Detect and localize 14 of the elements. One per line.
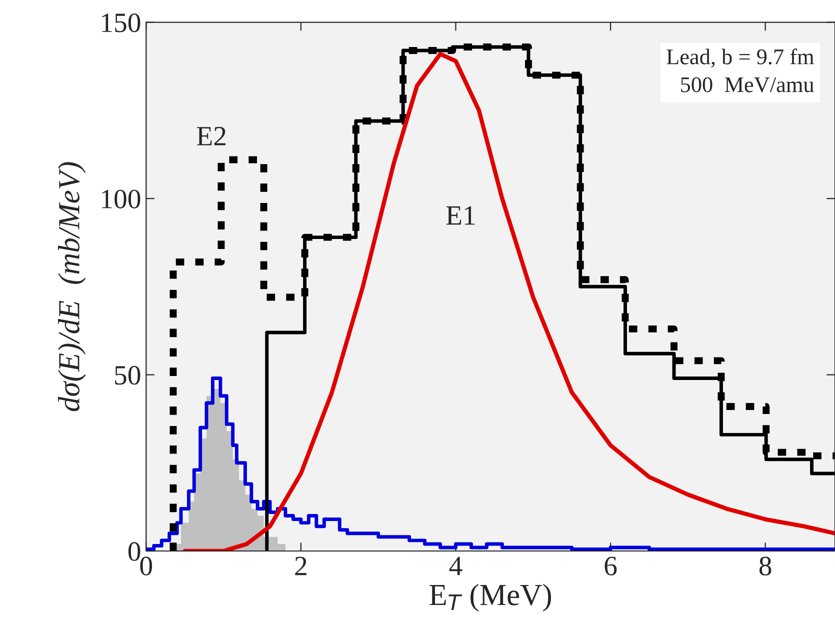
annotation: E2 bbox=[196, 126, 226, 146]
y-tick-label: 50 bbox=[115, 366, 140, 385]
x-tick-label: 0 bbox=[140, 556, 152, 576]
y-tick-label: 0 bbox=[128, 542, 140, 561]
x-tick-label: 2 bbox=[295, 556, 306, 576]
x-tick-label: 6 bbox=[604, 556, 617, 576]
annotation: E1 bbox=[446, 206, 475, 225]
y-tick-label: 150 bbox=[102, 13, 140, 32]
x-tick-label: 4 bbox=[449, 556, 462, 576]
annotation: Lead, b = 9.7 fm 500 MeV/amu bbox=[666, 48, 814, 92]
y-axis-title: dσ(E)/dE (mb/MeV) bbox=[58, 162, 86, 412]
x-tick-label: 8 bbox=[759, 556, 772, 576]
y-tick-label: 100 bbox=[102, 190, 140, 208]
x-axis-title: E$_{T}$ (MeV) bbox=[430, 584, 551, 612]
